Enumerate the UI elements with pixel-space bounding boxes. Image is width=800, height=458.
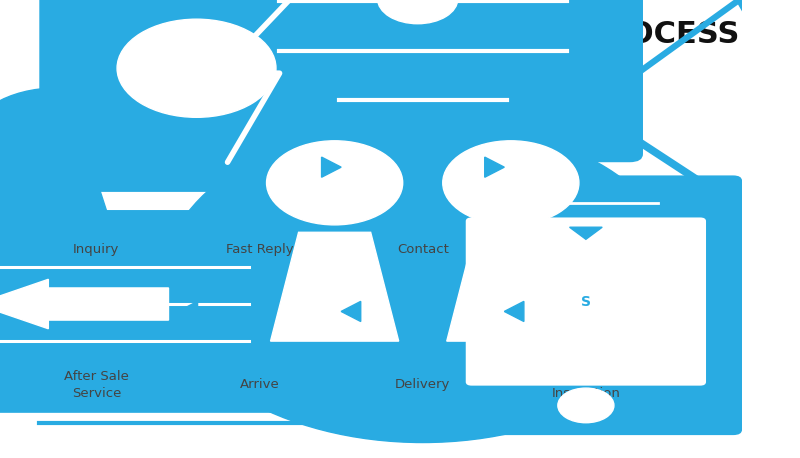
FancyBboxPatch shape [466,218,706,386]
Text: We are competitive, honest, innovative and quality driven to provide you with an: We are competitive, honest, innovative a… [197,60,545,82]
FancyBboxPatch shape [430,175,742,435]
Polygon shape [270,232,398,341]
Text: Fast Reply: Fast Reply [226,243,294,256]
FancyBboxPatch shape [39,0,480,192]
Circle shape [162,121,683,442]
Polygon shape [147,192,320,286]
Text: ANSACTION PROCESS: ANSACTION PROCESS [371,20,739,49]
FancyArrow shape [0,279,169,329]
Circle shape [338,0,498,49]
Polygon shape [446,232,575,341]
Text: Arrive: Arrive [240,378,279,391]
Text: 100%QC
Inspection: 100%QC Inspection [551,370,620,400]
FancyBboxPatch shape [202,0,643,162]
Polygon shape [730,0,786,31]
Polygon shape [158,157,178,177]
Circle shape [266,141,402,225]
Polygon shape [504,301,524,322]
Polygon shape [485,157,504,177]
Text: Inquiry: Inquiry [74,243,119,256]
Circle shape [378,0,458,24]
Polygon shape [0,180,137,303]
Text: Production: Production [550,243,622,256]
Text: Contact: Contact [397,243,449,256]
Circle shape [0,88,145,197]
Polygon shape [159,257,340,398]
Text: After Sale
Service: After Sale Service [64,370,129,400]
Circle shape [442,141,579,225]
Polygon shape [482,162,603,236]
Polygon shape [322,157,341,177]
Polygon shape [341,301,361,322]
Circle shape [117,19,276,117]
Circle shape [68,0,325,147]
Text: Delivery: Delivery [395,378,450,391]
Polygon shape [178,301,198,322]
Circle shape [558,388,614,423]
Polygon shape [67,282,187,349]
Text: TR: TR [326,20,371,49]
Polygon shape [570,227,602,239]
FancyBboxPatch shape [0,210,317,413]
Text: S: S [581,294,591,309]
